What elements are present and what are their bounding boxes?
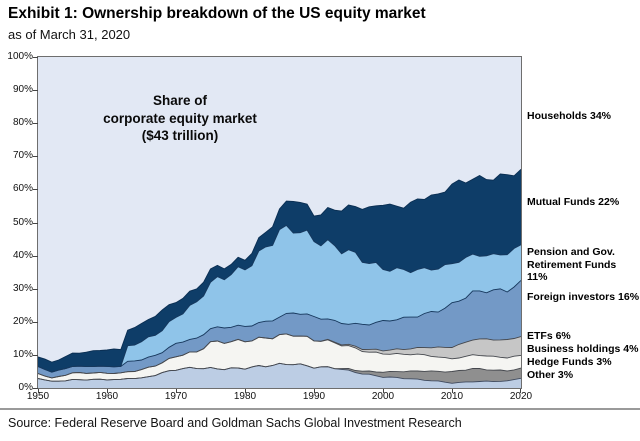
- y-axis-tick-label: 30%: [12, 283, 33, 294]
- y-axis-tick: [33, 189, 38, 190]
- x-axis-tick-label: 1960: [95, 391, 119, 402]
- y-axis-tick-label: 70%: [12, 150, 33, 161]
- y-axis-tick: [33, 123, 38, 124]
- y-axis-tick: [33, 322, 38, 323]
- series-label-pension-retirement-funds: Pension and Gov. Retirement Funds 11%: [527, 246, 617, 284]
- y-axis-tick: [33, 388, 38, 389]
- area-other: [38, 363, 521, 388]
- x-axis-tick: [520, 389, 521, 393]
- y-axis-tick: [33, 57, 38, 58]
- x-axis-tick: [245, 389, 246, 393]
- area-hedge_funds: [38, 363, 521, 384]
- area-mutual_funds: [38, 169, 521, 373]
- y-axis-tick-label: 60%: [12, 183, 33, 194]
- x-axis-tick: [452, 389, 453, 393]
- y-axis-tick-label: 50%: [12, 217, 33, 228]
- chart-plot-area: [37, 56, 522, 389]
- y-axis-tick: [33, 223, 38, 224]
- x-axis-tick: [107, 389, 108, 393]
- x-axis-tick-label: 1990: [302, 391, 326, 402]
- series-label-households: Households 34%: [527, 110, 612, 122]
- area-foreign_investors: [38, 280, 521, 378]
- x-axis-tick: [38, 389, 39, 393]
- x-axis-tick-label: 2010: [440, 391, 464, 402]
- series-label-other: Other 3%: [527, 369, 574, 381]
- edge-mutual_funds: [38, 168, 521, 363]
- area-pension_gov_retirement_funds: [38, 225, 521, 373]
- y-axis-tick-label: 40%: [12, 250, 33, 261]
- y-axis-tick-label: 100%: [7, 51, 33, 62]
- x-axis-tick-label: 2000: [371, 391, 395, 402]
- edge-etfs: [38, 333, 521, 379]
- series-label-hedge-funds: Hedge Funds 3%: [527, 356, 612, 368]
- x-axis-tick-label: 2020: [509, 391, 533, 402]
- edge-hedge_funds: [38, 362, 521, 382]
- x-axis-tick-label: 1970: [164, 391, 188, 402]
- chart-annotation: Share of corporate equity market ($43 tr…: [103, 93, 257, 144]
- y-axis-tick: [33, 90, 38, 91]
- y-axis-tick-label: 20%: [12, 316, 33, 327]
- x-axis-tick: [314, 389, 315, 393]
- exhibit-title: Exhibit 1: Ownership breakdown of the US…: [8, 5, 426, 22]
- y-axis-tick-label: 10%: [12, 349, 33, 360]
- series-label-etfs: ETFs 6%: [527, 330, 571, 342]
- series-label-foreign-investors: Foreign investors 16%: [527, 291, 640, 303]
- series-label-business-holdings: Business holdings 4%: [527, 343, 639, 355]
- y-axis-tick-label: 0%: [18, 382, 33, 393]
- y-axis-tick: [33, 156, 38, 157]
- y-axis-tick: [33, 256, 38, 257]
- x-axis-tick-label: 1980: [233, 391, 257, 402]
- edge-pension_gov_retirement_funds: [38, 224, 521, 373]
- source-divider: [0, 408, 640, 410]
- x-axis-tick: [176, 389, 177, 393]
- stacked-area-chart: [38, 168, 521, 388]
- x-axis-tick-label: 1950: [26, 391, 50, 402]
- y-axis-tick: [33, 289, 38, 290]
- y-axis-tick-label: 80%: [12, 117, 33, 128]
- y-axis-tick: [33, 355, 38, 356]
- y-axis-tick-label: 90%: [12, 84, 33, 95]
- series-label-mutual-funds: Mutual Funds 22%: [527, 196, 620, 208]
- x-axis-tick: [383, 389, 384, 393]
- source-text: Source: Federal Reserve Board and Goldma…: [8, 416, 462, 430]
- exhibit-subtitle: as of March 31, 2020: [8, 27, 131, 42]
- area-business_holdings: [38, 333, 521, 382]
